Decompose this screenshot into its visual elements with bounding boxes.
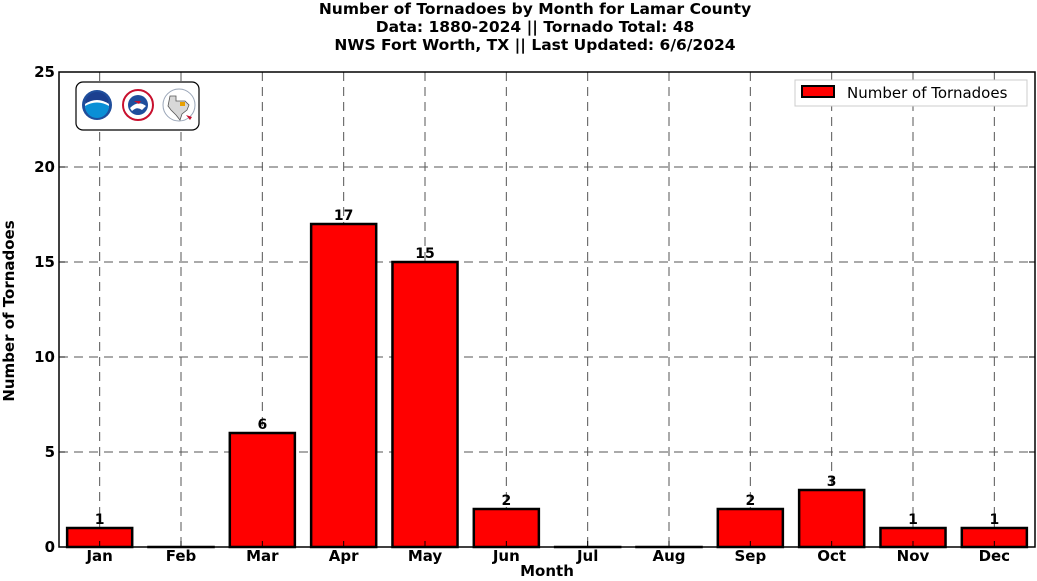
data-label-sep: 2 [745,493,755,509]
x-tick-label-jan: Jan [85,547,112,565]
bar-mar [228,431,297,549]
x-tick-label-oct: Oct [817,547,846,565]
y-tick-label: 15 [34,253,55,271]
x-tick-label-feb: Feb [166,547,197,565]
chart-title-line-3: NWS Fort Worth, TX || Last Updated: 6/6/… [334,36,736,54]
x-tick-label-jul: Jul [576,547,598,565]
y-tick-label: 5 [45,443,55,461]
grid-layer [59,72,1035,547]
y-tick-label: 25 [34,63,55,81]
y-tick-label: 20 [34,158,55,176]
bar-layer [65,222,1029,549]
noaa-logo-icon [82,90,112,120]
data-label-apr: 17 [334,208,353,224]
data-label-jan: 1 [95,512,105,528]
data-label-may: 15 [415,246,434,262]
label-layer: 1 6 17 15 2 2 3 1 1 [95,208,999,528]
chart-title-line-1: Number of Tornadoes by Month for Lamar C… [318,0,752,18]
chart-title-line-2: Data: 1880-2024 || Tornado Total: 48 [375,18,695,36]
x-tick-label-aug: Aug [652,547,685,565]
data-label-mar: 6 [257,417,267,433]
y-axis-title: Number of Tornadoes [0,220,18,401]
bar-may [391,260,459,549]
texas-map-logo-icon [162,88,196,122]
y-axis: 0 5 10 15 20 25 [34,63,1035,556]
plot-area-frame [58,71,1036,548]
x-tick-label-may: May [408,547,443,565]
legend: Number of Tornadoes [794,79,1028,107]
x-axis-title: Month [520,562,574,580]
data-label-nov: 1 [908,512,918,528]
bar-apr [309,222,378,549]
bar-sep [716,507,785,549]
x-tick-label-mar: Mar [246,547,279,565]
data-label-jun: 2 [501,493,511,509]
x-tick-label-sep: Sep [734,547,766,565]
legend-label: Number of Tornadoes [847,84,1008,102]
data-label-oct: 3 [827,474,837,490]
y-tick-label: 0 [45,538,55,556]
x-tick-label-apr: Apr [329,547,359,565]
x-tick-label-dec: Dec [979,547,1011,565]
y-tick-label: 10 [34,348,55,366]
logo-box [75,81,200,131]
legend-swatch [801,85,835,98]
bar-oct [797,488,866,549]
nws-logo-icon [122,89,154,121]
x-tick-label-jun: Jun [492,547,520,565]
data-label-dec: 1 [989,512,999,528]
x-axis: Jan Feb Mar Apr May Jun Jul Aug Sep Oct Nov Dec [85,541,1010,565]
x-tick-label-nov: Nov [897,547,930,565]
